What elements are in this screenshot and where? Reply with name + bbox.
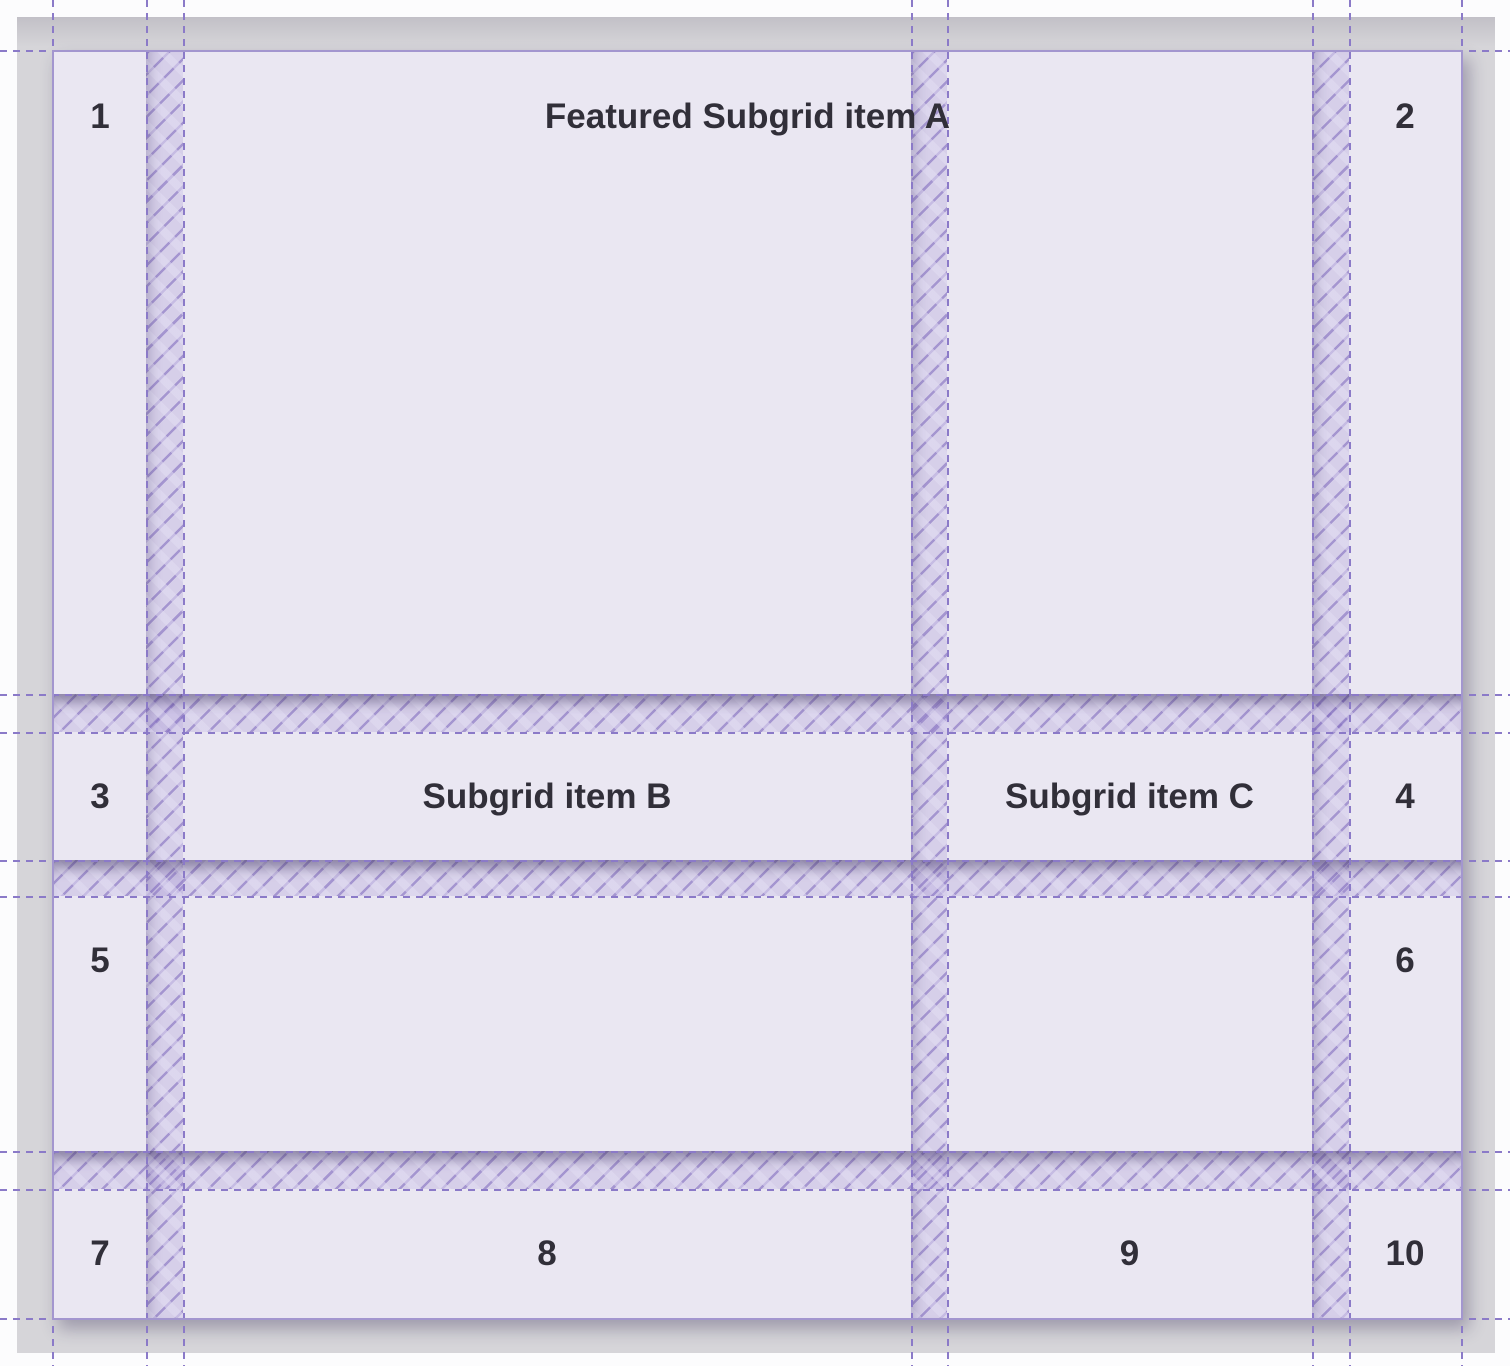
column-gap-hatch-2 (911, 52, 947, 1318)
column-gap-hatch-3 (1312, 52, 1349, 1318)
grid-item-8-label: 8 (537, 1234, 557, 1273)
featured-subgrid-item-a-label: Featured Subgrid item A (544, 97, 951, 136)
grid-item-2-label: 2 (1395, 97, 1415, 136)
row-gap-hatch-3 (54, 1151, 1463, 1189)
grid-item-3-label: 3 (90, 777, 110, 816)
grid-container-border (52, 50, 1463, 1320)
row-gap-hatch-2 (54, 860, 1463, 896)
subgrid-item-b-label: Subgrid item B (422, 777, 672, 816)
grid-item-4-label: 4 (1395, 777, 1415, 816)
grid-item-5-label: 5 (90, 941, 110, 980)
row-gap-hatch-1 (54, 694, 1463, 732)
grid-item-6-label: 6 (1395, 941, 1415, 980)
grid-container-background (52, 50, 1463, 1320)
grid-item-1-label: 1 (90, 97, 110, 136)
grid-item-7-label: 7 (90, 1234, 110, 1273)
column-gap-hatch-1 (146, 52, 183, 1318)
subgrid-item-c-label: Subgrid item C (1005, 777, 1254, 816)
grid-item-9-label: 9 (1119, 1234, 1140, 1273)
grid-item-10-label: 10 (1385, 1234, 1425, 1273)
